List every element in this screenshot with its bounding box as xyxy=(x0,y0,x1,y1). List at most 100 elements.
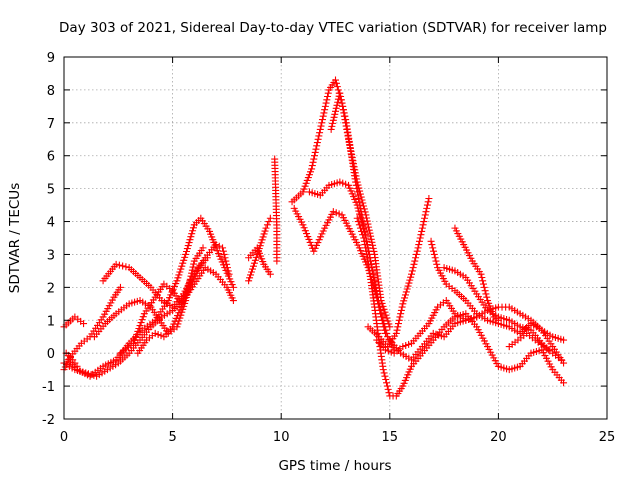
data-point xyxy=(358,211,366,219)
data-point xyxy=(315,132,323,140)
data-point xyxy=(190,260,198,268)
series-track-d xyxy=(64,214,237,380)
data-point xyxy=(364,220,372,228)
data-point xyxy=(131,336,139,344)
data-point xyxy=(154,331,162,339)
data-point xyxy=(560,379,568,387)
data-point xyxy=(385,389,393,397)
data-point xyxy=(423,204,431,212)
data-point xyxy=(430,247,438,255)
data-point xyxy=(304,233,312,241)
data-point xyxy=(340,109,348,117)
data-point xyxy=(183,245,191,253)
data-point xyxy=(481,287,489,295)
data-point xyxy=(138,316,146,324)
data-point xyxy=(392,329,400,337)
data-point xyxy=(323,96,331,104)
data-point xyxy=(183,286,191,294)
data-point xyxy=(365,223,373,231)
data-point xyxy=(266,214,274,222)
data-point xyxy=(186,277,194,285)
data-point xyxy=(229,283,237,291)
data-point xyxy=(494,316,502,324)
axis-ticks xyxy=(63,56,608,420)
data-point xyxy=(177,303,185,311)
data-point xyxy=(352,178,360,186)
data-point xyxy=(316,129,324,137)
data-point xyxy=(372,283,380,291)
data-point xyxy=(371,280,379,288)
data-point xyxy=(360,234,368,242)
x-tick-label: 10 xyxy=(273,430,290,445)
data-point xyxy=(219,247,227,255)
data-point xyxy=(408,267,416,275)
data-point xyxy=(308,162,316,170)
data-point xyxy=(80,320,88,328)
data-point xyxy=(367,232,375,240)
y-tick-label: 1 xyxy=(47,314,55,329)
data-point xyxy=(382,376,390,384)
data-point xyxy=(309,158,317,166)
data-point xyxy=(185,280,193,288)
y-tick-label: 6 xyxy=(47,150,55,165)
data-point xyxy=(266,270,274,278)
data-point xyxy=(115,261,123,269)
data-point xyxy=(189,224,197,232)
y-tick-label: 4 xyxy=(47,216,55,231)
data-point xyxy=(480,283,488,291)
data-point xyxy=(544,346,552,354)
data-point xyxy=(178,262,186,270)
data-point xyxy=(354,218,362,226)
data-point xyxy=(203,254,211,262)
data-point xyxy=(355,195,363,203)
data-point xyxy=(332,104,340,112)
data-point xyxy=(405,340,413,348)
data-point xyxy=(374,293,382,301)
data-point xyxy=(303,230,311,238)
data-point xyxy=(402,288,410,296)
data-point xyxy=(258,236,266,244)
data-point xyxy=(265,218,273,226)
data-point xyxy=(251,256,259,264)
x-tick-label: 15 xyxy=(382,430,399,445)
data-point xyxy=(334,98,342,106)
data-point xyxy=(557,356,565,364)
data-point xyxy=(362,244,370,252)
data-point xyxy=(358,227,366,235)
data-point xyxy=(324,92,332,100)
plot-frame xyxy=(63,56,608,420)
data-point xyxy=(181,291,189,299)
data-point xyxy=(178,300,186,308)
data-point xyxy=(249,262,257,270)
data-point xyxy=(332,209,340,217)
data-point xyxy=(420,218,428,226)
data-point xyxy=(418,227,426,235)
data-point xyxy=(182,288,190,296)
data-point xyxy=(356,224,364,232)
data-point xyxy=(433,260,441,268)
data-point xyxy=(403,285,411,293)
data-point xyxy=(339,106,347,114)
data-point xyxy=(262,224,270,232)
data-point xyxy=(73,362,81,370)
data-point xyxy=(483,293,491,301)
data-point xyxy=(421,214,429,222)
data-point xyxy=(422,208,430,216)
data-point xyxy=(399,343,407,351)
data-point xyxy=(176,268,184,276)
data-point xyxy=(259,233,267,241)
data-point xyxy=(336,89,344,97)
data-point xyxy=(316,125,324,133)
data-point xyxy=(424,198,432,206)
data-point xyxy=(318,116,326,124)
x-tick-label: 25 xyxy=(599,430,616,445)
data-point xyxy=(373,287,381,295)
data-point xyxy=(334,86,342,94)
data-point xyxy=(341,112,349,120)
data-point xyxy=(380,369,388,377)
data-point xyxy=(477,270,485,278)
data-point xyxy=(401,291,409,299)
data-point xyxy=(383,382,391,390)
data-point xyxy=(418,224,426,232)
